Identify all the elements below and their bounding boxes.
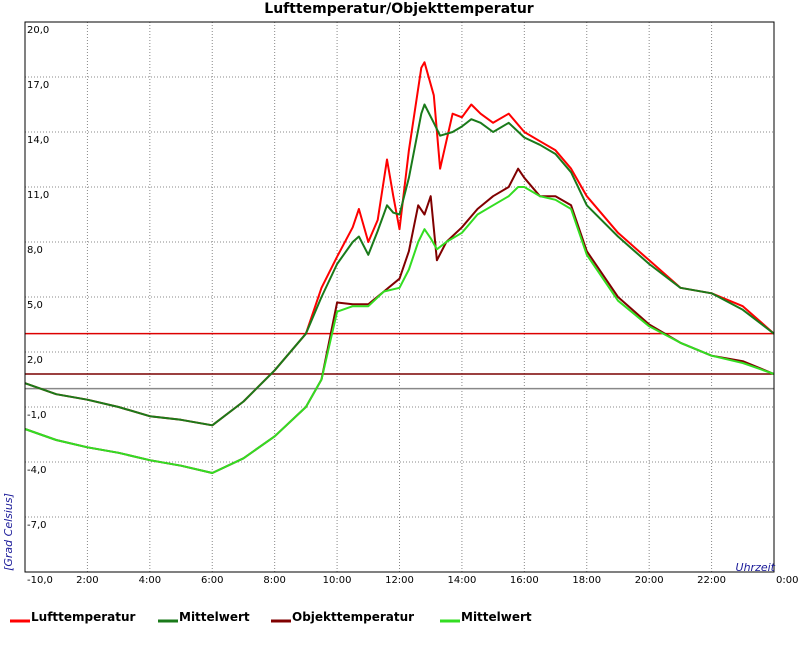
x-axis-label: Uhrzeit xyxy=(736,561,776,574)
y-tick-label: 17,0 xyxy=(27,80,49,91)
x-tick-label: 0:00 xyxy=(776,575,798,586)
reference-lines xyxy=(25,332,774,390)
series-line-3 xyxy=(24,186,775,474)
x-tick-label: 14:00 xyxy=(448,575,477,586)
legend: Lufttemperatur Mittelwert Objekttemperatur… xyxy=(10,610,532,624)
series-lines xyxy=(24,61,775,474)
grid xyxy=(25,22,774,572)
y-tick-label: -4,0 xyxy=(27,465,47,476)
x-tick-label: 12:00 xyxy=(385,575,414,586)
legend-entry-label: Objekttemperatur xyxy=(292,610,414,624)
y-tick-label: -1,0 xyxy=(27,410,47,421)
y-tick-label: 8,0 xyxy=(27,245,43,256)
x-tick-label: 8:00 xyxy=(263,575,285,586)
x-tick-label: 22:00 xyxy=(697,575,726,586)
y-tick-label: 20,0 xyxy=(27,25,49,36)
x-tick-label: 6:00 xyxy=(201,575,223,586)
chart-title: Lufttemperatur/Objekttemperatur xyxy=(264,1,534,17)
y-tick-label: 14,0 xyxy=(27,135,49,146)
legend-entry-label: Lufttemperatur xyxy=(31,610,136,624)
x-tick-label: 20:00 xyxy=(635,575,664,586)
x-tick-label: 4:00 xyxy=(139,575,161,586)
y-axis-label: [Grad Celsius] xyxy=(2,493,15,571)
legend-entry-label: Mittelwert xyxy=(179,610,250,624)
y-tick-label: -10,0 xyxy=(27,575,53,586)
x-tick-label: 18:00 xyxy=(572,575,601,586)
y-axis: 20,0 17,0 14,0 11,0 8,0 5,0 2,0 -1,0 -4,0 -7,0 xyxy=(27,25,49,531)
y-tick-label: -7,0 xyxy=(27,520,47,531)
y-tick-label: 2,0 xyxy=(27,355,43,366)
x-tick-label: 10:00 xyxy=(323,575,352,586)
y-tick-label: 5,0 xyxy=(27,300,43,311)
plot-frame xyxy=(24,21,775,573)
x-tick-label: 2:00 xyxy=(76,575,98,586)
legend-entry-label: Mittelwert xyxy=(461,610,532,624)
x-tick-label: 16:00 xyxy=(510,575,539,586)
series-line-1 xyxy=(24,103,775,427)
x-axis: -10,0 2:00 4:00 6:00 8:00 10:00 12:00 14:00 16:0… xyxy=(27,575,798,586)
y-tick-label: 11,0 xyxy=(27,190,49,201)
